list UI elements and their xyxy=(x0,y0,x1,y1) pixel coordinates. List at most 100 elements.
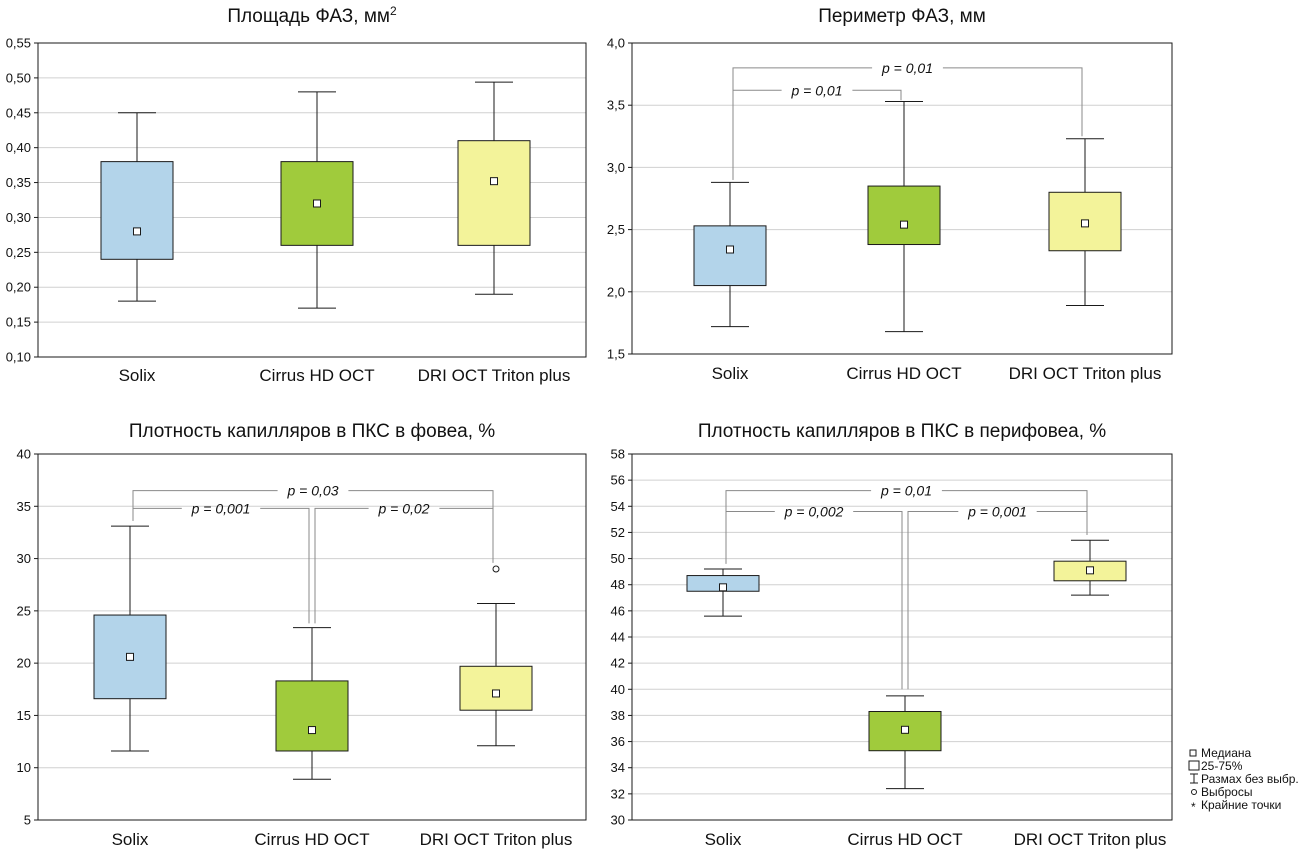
x-category-label: DRI OCT Triton plus xyxy=(418,366,571,385)
legend-label-box: 25-75% xyxy=(1201,759,1243,773)
y-tick-label: 20 xyxy=(17,656,31,671)
y-tick-label: 38 xyxy=(611,708,625,723)
bracket-line-right xyxy=(260,507,310,624)
y-tick-label: 44 xyxy=(611,630,625,645)
x-category-label: Solix xyxy=(712,364,749,383)
y-tick-label: 46 xyxy=(611,603,625,618)
median-marker xyxy=(126,652,134,661)
box-iqr xyxy=(693,225,767,287)
median-marker xyxy=(492,689,500,698)
bracket-line-right xyxy=(1036,511,1088,536)
y-tick-label: 0,20 xyxy=(6,280,31,295)
bracket-line-left xyxy=(314,507,369,624)
p-value-label: p = 0,001 xyxy=(191,500,251,516)
chart-panel-3: 5 10 15 20 25 30 35 40 Плотность капилляров в ПК… xyxy=(17,421,587,849)
bracket-line-left xyxy=(725,511,775,564)
x-category-label: Cirrus HD OCT xyxy=(259,366,374,385)
chart-panel-2: 1,5 2,0 2,5 3,0 3,5 4,0 Периметр ФАЗ, мм p = 0,… xyxy=(607,6,1173,383)
y-tick-label: 30 xyxy=(17,551,31,566)
y-tick-label: 5 xyxy=(24,813,31,828)
box-dri xyxy=(1048,138,1122,306)
p-value-label: p = 0,01 xyxy=(791,82,843,98)
box-solix xyxy=(100,112,174,302)
y-tick-label: 0,15 xyxy=(6,315,31,330)
y-tick-label: 34 xyxy=(611,760,625,775)
x-category-label: DRI OCT Triton plus xyxy=(1009,364,1162,383)
y-tick-label: 50 xyxy=(611,551,625,566)
box-iqr xyxy=(100,161,174,260)
p-value-label: p = 0,03 xyxy=(287,483,339,499)
x-category-label: Cirrus HD OCT xyxy=(846,364,961,383)
y-tick-label: 25 xyxy=(17,603,31,618)
legend-extreme-icon: * xyxy=(1191,800,1196,814)
legend-label-extremes: Крайние точки xyxy=(1201,798,1281,812)
legend-label-outliers: Выбросы xyxy=(1201,785,1252,799)
box-iqr xyxy=(457,140,531,246)
box-solix xyxy=(686,568,760,617)
chart-title: Плотность капилляров в ПКС в перифовеа, … xyxy=(698,421,1106,442)
box-dri xyxy=(459,565,533,747)
y-tick-label: 52 xyxy=(611,525,625,540)
median-marker xyxy=(726,245,734,254)
median-marker xyxy=(313,199,321,208)
box-solix xyxy=(693,181,767,328)
legend-outlier-icon xyxy=(1191,789,1197,795)
y-tick-label: 0,30 xyxy=(6,210,31,225)
y-tick-label: 2,0 xyxy=(607,284,625,299)
y-tick-label: 3,5 xyxy=(607,98,625,113)
y-tick-label: 58 xyxy=(611,447,625,462)
y-tick-label: 36 xyxy=(611,734,625,749)
legend-label-median: Медиана xyxy=(1201,746,1252,760)
significance-bracket: p = 0,03 xyxy=(132,483,494,563)
box-solix xyxy=(93,525,167,752)
x-category-label: DRI OCT Triton plus xyxy=(1014,830,1167,849)
y-tick-label: 0,35 xyxy=(6,175,31,190)
legend-median-icon xyxy=(1189,749,1197,757)
y-tick-label: 2,5 xyxy=(607,222,625,237)
bracket-line-right xyxy=(439,507,494,563)
plot-frame xyxy=(37,453,587,821)
box-iqr xyxy=(867,185,941,246)
chart-panel-4: 30 32 34 36 38 40 42 44 46 48 50 52 54 56 58 Плотность … xyxy=(611,421,1173,849)
x-category-label: Solix xyxy=(119,366,156,385)
box-iqr xyxy=(275,680,349,752)
box-dri xyxy=(1053,539,1127,596)
x-category-label: Cirrus HD OCT xyxy=(254,830,369,849)
y-tick-label: 10 xyxy=(17,760,31,775)
bracket-line-left xyxy=(132,507,182,521)
median-marker xyxy=(1086,566,1094,575)
box-cirrus xyxy=(868,695,942,790)
median-marker xyxy=(900,220,908,229)
x-category-label: Solix xyxy=(112,830,149,849)
significance-bracket: p = 0,01 xyxy=(732,82,902,180)
bracket-line-left xyxy=(732,89,782,180)
significance-bracket: p = 0,01 xyxy=(732,60,1083,180)
y-tick-label: 56 xyxy=(611,473,625,488)
x-category-label: Cirrus HD OCT xyxy=(847,830,962,849)
significance-bracket: p = 0,02 xyxy=(314,500,494,624)
box-dri xyxy=(457,81,531,295)
p-value-label: p = 0,001 xyxy=(967,504,1027,520)
plot-frame xyxy=(37,42,587,358)
bracket-line-right xyxy=(852,89,902,101)
median-marker xyxy=(308,726,316,735)
y-tick-label: 32 xyxy=(611,786,625,801)
bracket-line-left xyxy=(907,511,959,690)
chart-title: Площадь ФАЗ, мм2 xyxy=(227,4,397,27)
median-marker xyxy=(133,227,141,236)
p-value-label: p = 0,02 xyxy=(378,500,430,516)
median-marker xyxy=(1081,219,1089,228)
y-tick-label: 0,40 xyxy=(6,140,31,155)
y-tick-label: 48 xyxy=(611,577,625,592)
median-marker xyxy=(719,583,727,592)
significance-bracket: p = 0,001 xyxy=(907,504,1088,690)
significance-bracket: p = 0,01 xyxy=(725,483,1088,564)
y-tick-label: 0,10 xyxy=(6,350,31,365)
y-tick-label: 0,25 xyxy=(6,245,31,260)
chart-title: Периметр ФАЗ, мм xyxy=(818,6,986,27)
y-tick-label: 42 xyxy=(611,656,625,671)
plot-frame xyxy=(631,42,1173,355)
